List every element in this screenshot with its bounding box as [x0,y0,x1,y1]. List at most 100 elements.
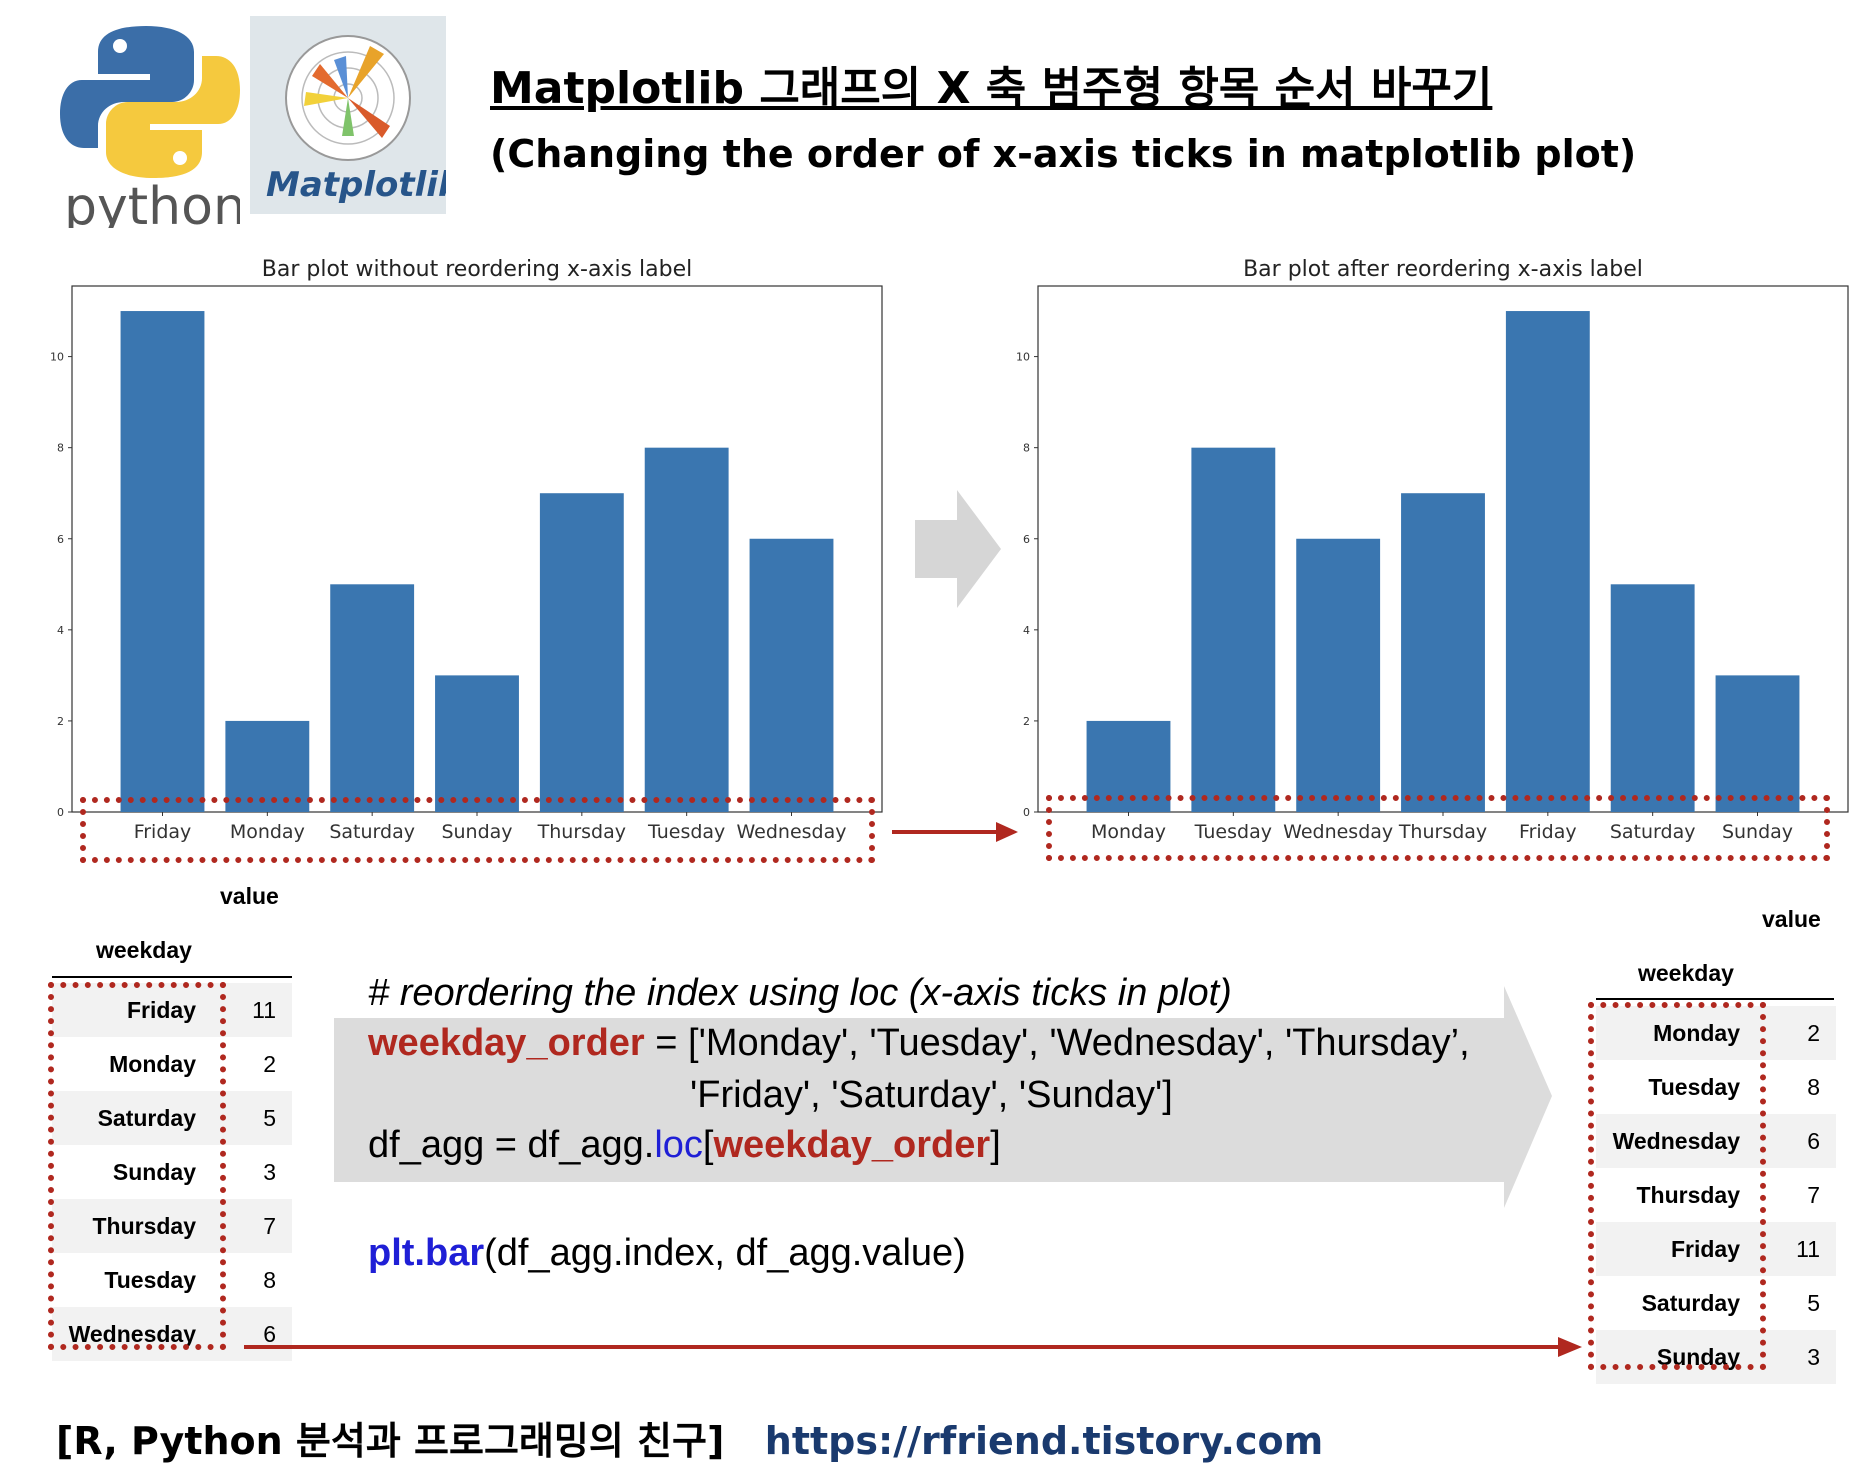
code-line-3-a: df_agg = df_agg. [368,1124,655,1166]
bar [1296,538,1381,812]
x-tick-label: Wednesday [1283,821,1393,843]
table-row: Friday 11 [1596,1222,1836,1276]
bar [435,675,519,812]
bar [644,447,729,812]
row-value: 2 [263,1050,276,1077]
x-tick-label: Wednesday [736,821,846,843]
row-index-label: Tuesday [104,1266,196,1293]
y-tick-label: 8 [57,442,64,455]
table-row: Sunday 3 [52,1145,292,1199]
code-line-3-c: ] [990,1124,1001,1166]
code-loc: loc [654,1124,703,1166]
row-value: 3 [263,1158,276,1185]
x-tick-label: Tuesday [647,821,725,843]
bar [1505,311,1590,812]
row-value: 6 [263,1320,276,1347]
row-index-label: Tuesday [1648,1073,1740,1100]
row-index-label: Thursday [92,1212,196,1239]
xticks-highlight-after [1046,795,1830,861]
x-tick-label: Thursday [1398,821,1487,843]
table-row: Saturday 5 [1596,1276,1836,1330]
x-tick-label: Friday [1519,821,1577,843]
bar [1401,493,1485,812]
table-row: Tuesday 8 [52,1253,292,1307]
y-tick-label: 8 [1023,442,1030,455]
matplotlib-polar-icon [285,35,411,161]
y-tick-label: 4 [57,624,64,637]
row-value: 8 [263,1266,276,1293]
chart-after: Bar plot after reordering x-axis label 0 2… [1002,256,1862,860]
code-line-4-rest: (df_agg.index, df_agg.value) [484,1232,966,1274]
chart-title: Bar plot without reordering x-axis label [262,257,692,282]
y-tick-label: 6 [57,533,64,546]
y-tick-label: 2 [57,715,64,728]
left-table-column-header: value [220,883,279,909]
bar [1610,584,1695,812]
red-arrow-xticks-icon [892,822,1018,842]
table-row: Thursday 7 [1596,1168,1836,1222]
row-index-label: Friday [1670,1235,1740,1262]
footer-label: [R, Python 분석과 프로그래밍의 친구] [56,1419,725,1463]
row-index-label: Saturday [1641,1289,1740,1316]
y-tick-label: 10 [50,351,64,364]
footer-url-link[interactable]: https://rfriend.tistory.com [764,1419,1324,1463]
matplotlib-logo: Matplotlib [250,16,462,214]
code-comment: # reordering the index using loc (x-axis… [368,972,1232,1015]
table-row: Saturday 5 [52,1091,292,1145]
matplotlib-logo-text: Matplotlib [266,165,446,205]
row-value: 8 [1807,1073,1820,1100]
bar [225,720,310,812]
table-row: Wednesday 6 [52,1307,292,1361]
right-table-column-header: value [1762,906,1821,932]
x-tick-label: Monday [230,821,305,843]
y-tick-label: 10 [1016,351,1030,364]
y-tick-label: 0 [1023,806,1030,819]
chart-before-svg: Bar plot without reordering x-axis label… [50,257,883,843]
row-index-label: Saturday [97,1104,196,1131]
code-arrow-background [334,986,1552,1208]
x-tick-label: Saturday [1610,821,1696,843]
x-tick-label: Sunday [441,821,512,843]
table-row: Monday 2 [1596,1006,1836,1060]
row-index-label: Wednesday [1612,1127,1740,1154]
row-value: 7 [1807,1181,1820,1208]
code-line-3: df_agg = df_agg.loc[weekday_order] [368,1124,1001,1167]
row-index-label: Monday [109,1050,196,1077]
x-tick-label: Tuesday [1194,821,1272,843]
row-index-label: Sunday [112,1158,196,1185]
code-line-2: 'Friday', 'Saturday', 'Sunday'] [690,1074,1173,1117]
x-tick-label: Monday [1091,821,1166,843]
row-value: 6 [1807,1127,1820,1154]
bar [120,311,205,812]
table-row: Monday 2 [52,1037,292,1091]
right-index-highlight [1588,1002,1766,1370]
row-value: 2 [1807,1019,1820,1046]
row-value: 3 [1807,1343,1820,1370]
row-index-label: Friday [126,996,196,1023]
code-line-4: plt.bar(df_agg.index, df_agg.value) [368,1232,966,1275]
code-line-3-b: [ [702,1124,714,1166]
x-tick-label: Thursday [537,821,626,843]
bar [1715,675,1800,812]
code-comment-text: # reordering the index using loc (x-axis… [368,972,1232,1014]
row-index-label: Wednesday [68,1320,196,1347]
row-value: 5 [1807,1289,1820,1316]
gray-arrow-icon [915,490,1001,608]
row-value: 5 [263,1104,276,1131]
x-tick-label: Friday [134,821,192,843]
code-line-1-rest: = ['Monday', 'Tuesday', 'Wednesday', 'Th… [644,1022,1470,1064]
chart-after-svg: Bar plot after reordering x-axis label 0 2… [1016,257,1849,843]
code-var-weekday-order: weekday_order [368,1022,645,1064]
y-tick-label: 2 [1023,715,1030,728]
table-row: Thursday 7 [52,1199,292,1253]
code-plt-bar: plt.bar [368,1232,485,1274]
row-value: 11 [1796,1235,1820,1262]
y-tick-label: 6 [1023,533,1030,546]
row-value: 7 [263,1212,276,1239]
left-table-index-name: weekday [96,937,192,963]
bar [1191,447,1276,812]
bar [749,538,834,812]
code-var-weekday-order-2: weekday_order [713,1124,991,1166]
right-table-header-rule [1596,998,1834,1000]
python-logo: python [60,18,246,237]
